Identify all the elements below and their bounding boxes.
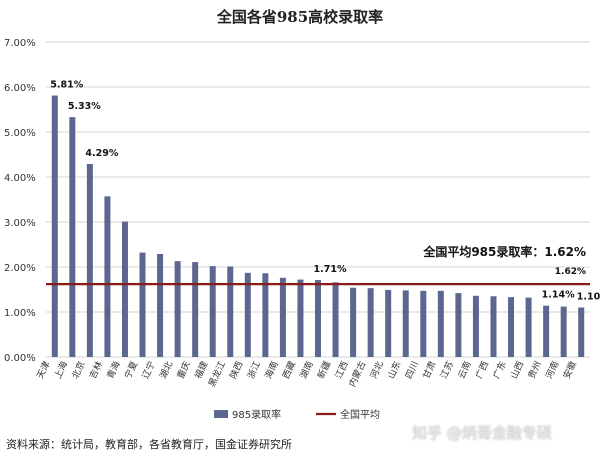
x-tick-label: 山西 [509, 360, 527, 381]
bar [227, 266, 234, 357]
x-tick-label: 湖南 [297, 359, 315, 380]
x-tick-label: 天津 [35, 360, 53, 381]
data-label: 1.71% [314, 264, 347, 275]
bar [455, 293, 462, 357]
x-tick-label: 河北 [367, 359, 385, 380]
x-tick-label: 河南 [543, 359, 561, 380]
bar [139, 252, 146, 357]
y-tick-label: 2.00% [4, 263, 36, 274]
x-tick-label: 福建 [192, 359, 210, 380]
bars [51, 95, 585, 358]
bar [51, 95, 58, 358]
x-tick-label: 西藏 [280, 359, 298, 380]
bar [209, 266, 216, 357]
bar [578, 307, 585, 357]
watermark: 知乎 @炳哥金融专硕 [412, 424, 552, 442]
bar [244, 272, 251, 357]
bar [192, 262, 199, 357]
x-tick-label: 宁夏 [122, 359, 140, 380]
x-tick-label: 新疆 [315, 359, 333, 380]
bar [543, 305, 550, 357]
bar [525, 297, 532, 357]
x-tick-label: 陕西 [227, 359, 245, 380]
bar [297, 279, 304, 357]
y-tick-label: 1.00% [4, 308, 36, 319]
x-tick-label: 北京 [69, 359, 87, 380]
x-tick-label: 四川 [404, 360, 421, 381]
average-value-label: 1.62% [555, 267, 586, 277]
x-tick-label: 甘肃 [420, 359, 438, 380]
bar [315, 280, 321, 357]
x-tick-label: 上海 [52, 359, 70, 380]
bar [560, 306, 567, 357]
x-tick-label: 云南 [455, 359, 473, 380]
data-label: 5.81% [50, 80, 83, 91]
legend-bar-swatch [214, 410, 228, 418]
chart-title: 全国各省985高校录取率 [216, 8, 383, 26]
legend: 985录取率 全国平均 [214, 408, 380, 421]
y-tick-label: 7.00% [4, 38, 36, 49]
x-tick-label: 辽宁 [139, 359, 157, 380]
x-tick-label: 广西 [473, 359, 491, 380]
x-tick-label: 江西 [333, 360, 351, 381]
bar [157, 253, 164, 357]
bar [86, 163, 93, 357]
legend-line-label: 全国平均 [340, 408, 380, 421]
x-tick-label: 广东 [490, 359, 508, 380]
x-tick-label: 吉林 [87, 359, 105, 380]
bar [420, 290, 427, 357]
y-tick-label: 5.00% [4, 128, 36, 139]
x-tick-label: 山东 [385, 359, 403, 380]
legend-bar-label: 985录取率 [232, 408, 281, 421]
grid [46, 41, 590, 358]
bar [121, 221, 128, 357]
x-tick-label: 青海 [104, 359, 122, 380]
x-tick-label: 浙江 [245, 359, 263, 380]
x-tick-label: 贵州 [525, 359, 543, 380]
data-label: 5.33% [68, 101, 101, 112]
bar [174, 261, 181, 357]
bar [332, 282, 339, 357]
bar [402, 290, 409, 357]
bar [437, 290, 444, 357]
bar [279, 277, 286, 357]
data-label: 1.14% [542, 290, 575, 301]
x-tick-label: 安徽 [560, 359, 578, 380]
y-axis-ticks: 0.00% 1.00% 2.00% 3.00% 4.00% 5.00% 6.00% 7.00% [4, 38, 36, 364]
average-annotation: 全国平均985录取率：1.62% [422, 244, 586, 259]
bar [104, 196, 111, 357]
data-label: 1.10% [577, 292, 600, 303]
bar [490, 296, 497, 357]
bar [385, 289, 392, 357]
x-tick-label: 江苏 [438, 359, 456, 380]
data-labels: 5.81% 5.33% 4.29% 1.71% 1.14%1.10% [50, 80, 600, 303]
x-tick-label: 重庆 [174, 359, 192, 380]
data-label: 4.29% [85, 148, 118, 159]
y-tick-label: 3.00% [4, 218, 36, 229]
average-line-group: 全国平均985录取率：1.62% 1.62% [46, 244, 590, 286]
bar [69, 117, 76, 358]
y-tick-label: 6.00% [4, 83, 36, 94]
bar [472, 295, 479, 357]
x-tick-label: 湖北 [158, 360, 176, 381]
bar [367, 288, 374, 357]
source-note: 资料来源：统计局，教育部，各省教育厅，国金证券研究所 [6, 438, 292, 451]
bar [508, 297, 515, 357]
bar [350, 287, 357, 357]
y-tick-label: 4.00% [4, 173, 36, 184]
bar [262, 273, 269, 357]
x-tick-label: 海南 [262, 359, 280, 380]
y-tick-label: 0.00% [4, 353, 36, 364]
